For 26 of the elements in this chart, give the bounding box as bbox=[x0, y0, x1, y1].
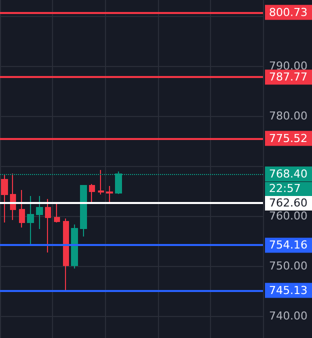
text: 22:57 bbox=[269, 182, 301, 195]
ref-line-label: 775.52 bbox=[269, 132, 308, 145]
candlestick bbox=[89, 184, 95, 203]
ref-line-label: 768.40 bbox=[269, 168, 308, 180]
ref-line-label: 800.73 bbox=[269, 6, 308, 19]
candlestick bbox=[10, 173, 16, 220]
ref-line-label: 762.60 bbox=[269, 196, 308, 210]
candlestick bbox=[98, 170, 104, 195]
candlestick bbox=[63, 218, 69, 291]
y-tick-label: 790.00 bbox=[269, 60, 308, 72]
candlestick bbox=[27, 196, 34, 245]
candlestick bbox=[19, 190, 25, 228]
y-tick-label: 760.00 bbox=[269, 210, 308, 222]
candlestick bbox=[1, 174, 8, 223]
y-tick-label: 750.00 bbox=[269, 260, 308, 272]
ref-line-label: 787.77 bbox=[269, 70, 308, 84]
candlestick bbox=[36, 196, 43, 230]
ref-line-label: 745.13 bbox=[269, 284, 308, 297]
candlestick bbox=[80, 185, 87, 237]
candlestick bbox=[71, 224, 78, 269]
candlestick bbox=[54, 204, 60, 223]
y-tick-label: 740.00 bbox=[269, 310, 308, 322]
ref-line-label: 754.16 bbox=[269, 238, 308, 252]
y-tick-label: 780.00 bbox=[269, 110, 308, 122]
candlestick bbox=[106, 186, 113, 204]
candlestick bbox=[45, 198, 51, 253]
